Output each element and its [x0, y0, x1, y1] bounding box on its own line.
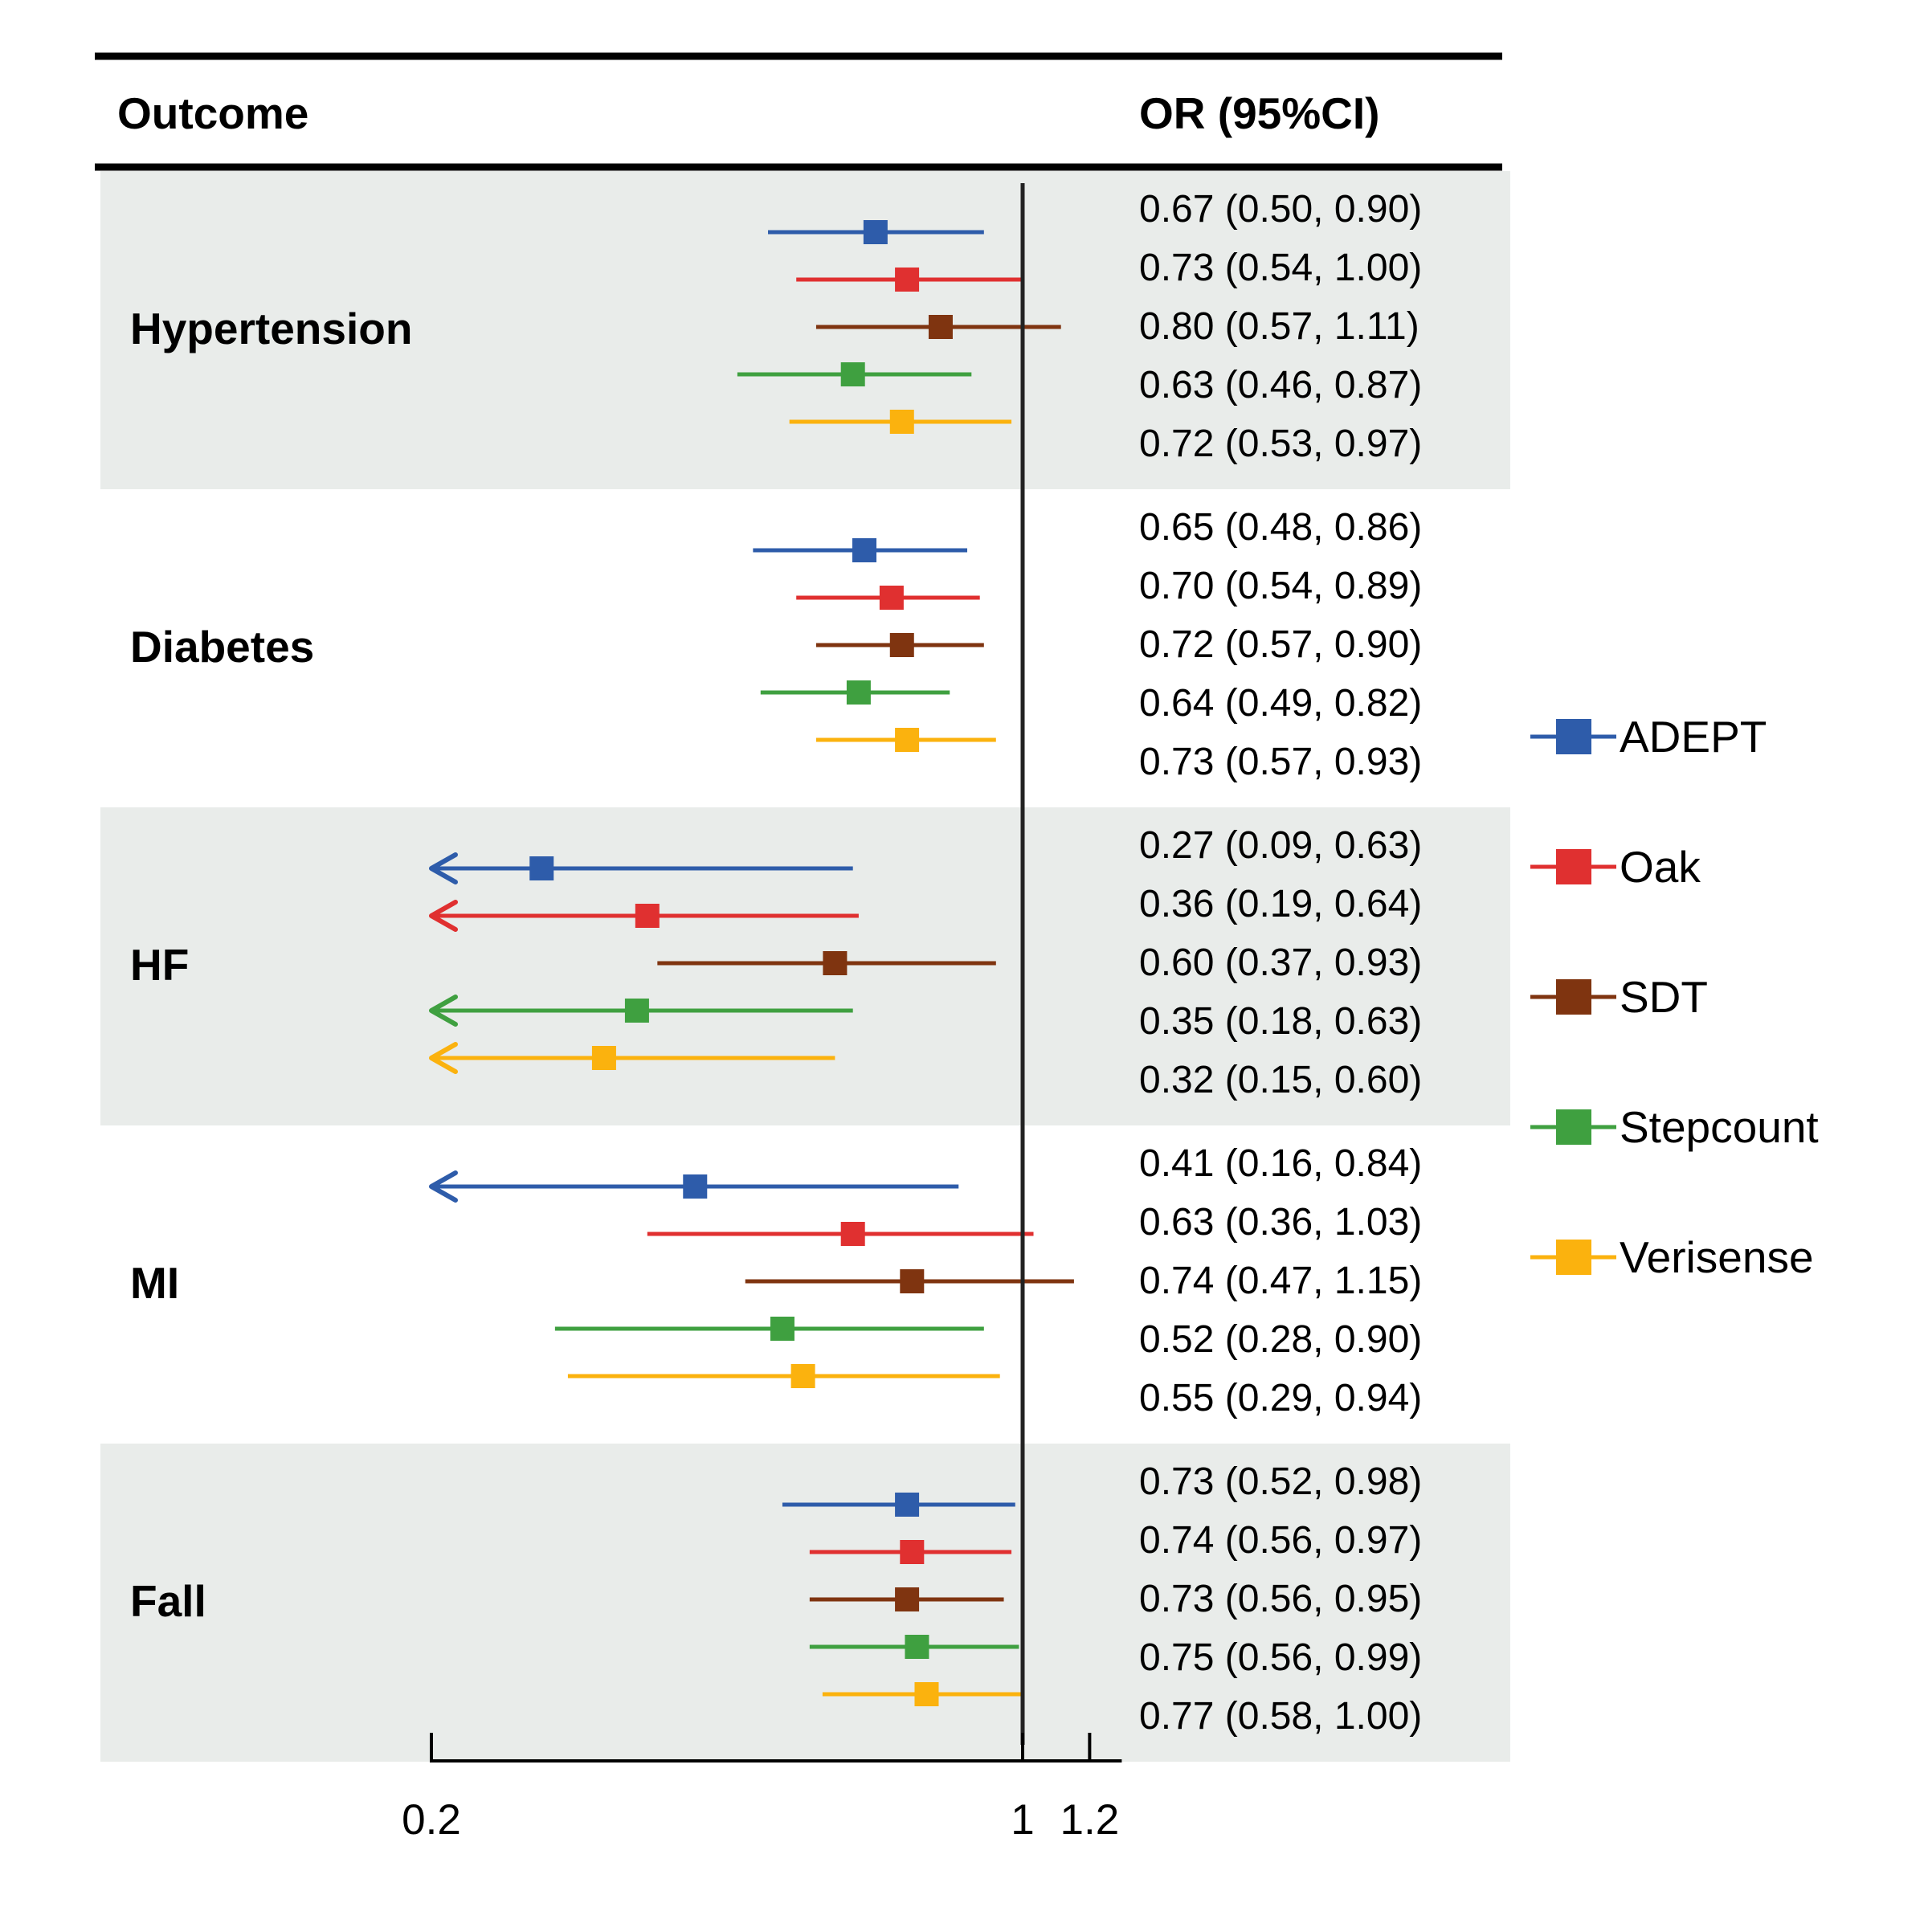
point-estimate-fall-sdt	[895, 1587, 920, 1611]
point-estimate-hypertension-oak	[895, 268, 920, 292]
or-ci-label-hf-oak: 0.36 (0.19, 0.64)	[1139, 883, 1422, 925]
or-ci-label-fall-stepcount: 0.75 (0.56, 0.99)	[1139, 1636, 1422, 1679]
header-or-ci: OR (95%CI)	[1139, 88, 1380, 138]
outcome-label-diabetes: Diabetes	[130, 622, 314, 672]
point-estimate-hf-stepcount	[624, 999, 649, 1023]
point-estimate-diabetes-adept	[852, 538, 877, 562]
or-ci-label-hf-verisense: 0.32 (0.15, 0.60)	[1139, 1059, 1422, 1101]
estimate-rows: Hypertension 0.67 (0.50, 0.90) 0.73 (0.54,…	[130, 188, 1422, 1738]
point-estimate-mi-verisense	[790, 1364, 815, 1388]
outcome-label-fall: Fall	[130, 1576, 206, 1626]
point-estimate-hypertension-sdt	[928, 315, 953, 339]
legend-label-sdt: SDT	[1620, 972, 1708, 1022]
point-estimate-hf-oak	[635, 904, 660, 928]
legend-label-stepcount: Stepcount	[1620, 1102, 1819, 1152]
point-estimate-hf-adept	[529, 856, 554, 880]
legend-label-adept: ADEPT	[1620, 712, 1767, 762]
or-ci-label-fall-sdt: 0.73 (0.56, 0.95)	[1139, 1578, 1422, 1620]
or-ci-label-mi-sdt: 0.74 (0.47, 1.15)	[1139, 1260, 1422, 1302]
point-estimate-fall-verisense	[914, 1682, 939, 1706]
ci-arrow-hf-stepcount	[429, 995, 458, 1027]
point-estimate-fall-adept	[895, 1493, 920, 1517]
ci-arrow-hf-verisense	[429, 1042, 458, 1074]
x-tick-label-1: 1	[1011, 1796, 1034, 1844]
or-ci-label-hf-adept: 0.27 (0.09, 0.63)	[1139, 824, 1422, 867]
ci-arrow-mi-adept	[429, 1170, 458, 1203]
x-axis: 0.2 1 1.2	[402, 183, 1122, 1844]
point-estimate-mi-sdt	[900, 1269, 925, 1293]
legend: ADEPT Oak SDT Stepcount Verisense	[1530, 712, 1819, 1282]
or-ci-label-diabetes-adept: 0.65 (0.48, 0.86)	[1139, 506, 1422, 549]
outcome-label-mi: MI	[130, 1258, 179, 1308]
or-ci-label-mi-oak: 0.63 (0.36, 1.03)	[1139, 1201, 1422, 1244]
outcome-label-hf: HF	[130, 940, 189, 990]
or-ci-label-mi-adept: 0.41 (0.16, 0.84)	[1139, 1142, 1422, 1185]
legend-marker-stepcount	[1556, 1109, 1591, 1145]
or-ci-label-hypertension-verisense: 0.72 (0.53, 0.97)	[1139, 423, 1422, 465]
group-band-hf	[100, 807, 1510, 1125]
ci-arrow-hf-oak	[429, 900, 458, 932]
or-ci-label-fall-oak: 0.74 (0.56, 0.97)	[1139, 1519, 1422, 1562]
group-band-hypertension	[100, 171, 1510, 489]
or-ci-label-hypertension-adept: 0.67 (0.50, 0.90)	[1139, 188, 1422, 231]
or-ci-label-fall-verisense: 0.77 (0.58, 1.00)	[1139, 1695, 1422, 1738]
or-ci-label-fall-adept: 0.73 (0.52, 0.98)	[1139, 1460, 1422, 1503]
or-ci-label-diabetes-verisense: 0.73 (0.57, 0.93)	[1139, 741, 1422, 783]
legend-marker-sdt	[1556, 979, 1591, 1015]
or-ci-label-mi-stepcount: 0.52 (0.28, 0.90)	[1139, 1318, 1422, 1361]
point-estimate-hf-sdt	[823, 951, 848, 975]
point-estimate-diabetes-verisense	[895, 728, 920, 752]
or-ci-label-hf-stepcount: 0.35 (0.18, 0.63)	[1139, 1000, 1422, 1043]
legend-marker-verisense	[1556, 1240, 1591, 1275]
x-tick-label-0.2: 0.2	[402, 1796, 461, 1844]
ci-arrow-hf-adept	[429, 852, 458, 884]
or-ci-label-diabetes-stepcount: 0.64 (0.49, 0.82)	[1139, 682, 1422, 725]
header-outcome: Outcome	[117, 88, 308, 138]
point-estimate-diabetes-stepcount	[846, 680, 871, 705]
or-ci-label-hypertension-sdt: 0.80 (0.57, 1.11)	[1139, 305, 1419, 348]
point-estimate-hypertension-adept	[863, 220, 888, 244]
or-ci-label-mi-verisense: 0.55 (0.29, 0.94)	[1139, 1377, 1422, 1419]
legend-marker-oak	[1556, 849, 1591, 884]
point-estimate-fall-oak	[900, 1540, 925, 1564]
or-ci-label-diabetes-sdt: 0.72 (0.57, 0.90)	[1139, 623, 1422, 666]
group-bands	[100, 171, 1510, 1762]
or-ci-label-hf-sdt: 0.60 (0.37, 0.93)	[1139, 941, 1422, 984]
point-estimate-hypertension-stepcount	[840, 362, 865, 386]
x-tick-label-1.2: 1.2	[1060, 1796, 1120, 1844]
point-estimate-mi-oak	[840, 1222, 865, 1246]
or-ci-label-hypertension-oak: 0.73 (0.54, 1.00)	[1139, 247, 1422, 289]
or-ci-label-hypertension-stepcount: 0.63 (0.46, 0.87)	[1139, 364, 1422, 406]
legend-label-oak: Oak	[1620, 842, 1701, 892]
outcome-label-hypertension: Hypertension	[130, 304, 412, 353]
point-estimate-hypertension-verisense	[889, 410, 914, 434]
point-estimate-mi-stepcount	[770, 1317, 794, 1341]
point-estimate-hf-verisense	[591, 1046, 616, 1070]
point-estimate-diabetes-sdt	[889, 633, 914, 657]
legend-marker-adept	[1556, 719, 1591, 754]
or-ci-label-diabetes-oak: 0.70 (0.54, 0.89)	[1139, 565, 1422, 607]
group-band-fall	[100, 1444, 1510, 1762]
legend-label-verisense: Verisense	[1620, 1232, 1814, 1282]
point-estimate-mi-adept	[683, 1174, 708, 1199]
point-estimate-fall-stepcount	[905, 1635, 929, 1659]
point-estimate-diabetes-oak	[879, 586, 904, 610]
